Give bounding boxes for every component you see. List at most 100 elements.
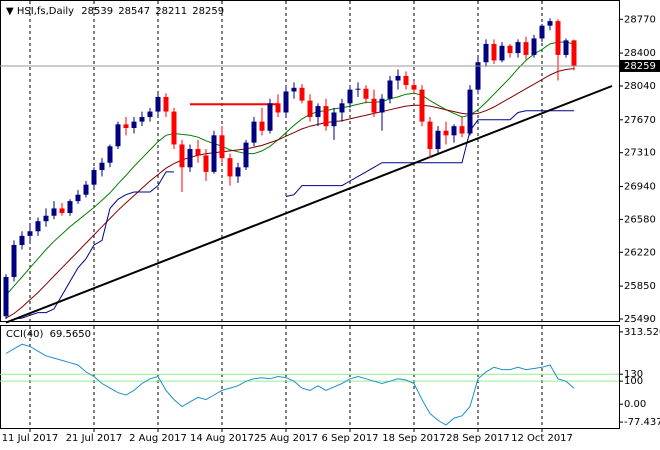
candle-body (243, 142, 249, 168)
price-frame (0, 0, 620, 322)
x-tick-label: 11 Jul 2017 (2, 433, 59, 444)
candle-body (291, 87, 297, 92)
candle-body (91, 170, 97, 185)
candle-body (443, 130, 449, 136)
candle-body (331, 112, 337, 127)
candle-body (459, 126, 465, 134)
cci-header: CCI(40) 69.5650 (6, 329, 91, 340)
y-tick-label: -77.4374 (624, 417, 660, 428)
candle-body (355, 88, 361, 90)
close: 28259 (192, 6, 224, 17)
candle-body (195, 149, 201, 156)
y-tick-label: 28040 (624, 81, 656, 92)
candle-body (507, 45, 513, 54)
y-tick-label: 27310 (624, 148, 656, 159)
candle-body (19, 235, 25, 245)
trend-line (5, 85, 613, 324)
cci-frame (0, 325, 620, 429)
candle-body (179, 144, 185, 168)
candle-body (371, 98, 377, 113)
candle-body (3, 276, 9, 317)
candle-body (395, 75, 401, 81)
candle-body (11, 244, 17, 277)
candle-body (435, 130, 441, 150)
candle-body (227, 158, 233, 177)
candle-body (323, 106, 329, 127)
candle-body (339, 103, 345, 113)
candle-body (315, 106, 321, 118)
candle-body (27, 231, 33, 236)
candle-body (475, 62, 481, 90)
candle-body (43, 215, 49, 222)
header-arrow: ▼ (6, 6, 17, 17)
x-tick-label: 21 Jul 2017 (66, 433, 123, 444)
candle-body (363, 88, 369, 99)
candle-body (427, 121, 433, 150)
cci-last-value: 69.5650 (50, 329, 91, 340)
candle-body (155, 96, 161, 112)
candle-body (483, 43, 489, 63)
candle-body (259, 121, 265, 131)
candle-body (235, 167, 241, 177)
chart-header: ▼ HSI,fs,Daily 28539 28547 28211 28259 (6, 6, 224, 17)
price-label-box (620, 59, 660, 72)
x-tick-label: 12 Oct 2017 (511, 433, 573, 444)
y-tick-label: 28400 (624, 48, 656, 59)
candle-body (539, 25, 545, 39)
candle-body (387, 80, 393, 99)
y-tick-label: 313.5204 (624, 327, 660, 338)
x-tick-label: 18 Sep 2017 (382, 433, 445, 444)
candle-body (35, 221, 41, 232)
open: 28539 (81, 6, 113, 17)
candle-body (403, 75, 409, 86)
candle-body (123, 124, 129, 129)
x-tick-label: 14 Aug 2017 (190, 433, 254, 444)
y-tick-label: 26580 (624, 214, 656, 225)
candle-body (131, 121, 137, 129)
candle-body (467, 89, 473, 134)
low: 28211 (155, 6, 187, 17)
candle-body (523, 42, 529, 55)
candle-body (75, 194, 81, 202)
candle-body (67, 201, 73, 213)
cci-title: CCI(40) (6, 329, 44, 340)
candle-body (275, 103, 281, 113)
moving-line (5, 41, 575, 296)
candle-body (211, 135, 217, 172)
candle-body (51, 208, 57, 216)
candle-body (379, 98, 385, 113)
candle-body (219, 135, 225, 159)
candle-body (347, 89, 353, 104)
candle-body (307, 100, 313, 118)
x-tick-label: 28 Sep 2017 (446, 433, 509, 444)
y-tick-label: 25490 (624, 314, 656, 325)
high: 28547 (118, 6, 150, 17)
candle-body (531, 38, 537, 55)
candle-body (99, 162, 105, 171)
candle-body (187, 149, 193, 168)
y-tick-label: 0.00 (624, 399, 646, 410)
y-tick-label: 25850 (624, 281, 656, 292)
candle-body (299, 87, 305, 101)
candle-body (283, 91, 289, 113)
candle-body (515, 42, 521, 54)
candle-body (171, 111, 177, 145)
y-tick-label: 28770 (624, 14, 656, 25)
candle-body (499, 45, 505, 61)
y-tick-label: 130 (624, 369, 643, 380)
candle-body (491, 43, 497, 61)
y-tick-label: 27670 (624, 115, 656, 126)
x-tick-label: 6 Sep 2017 (321, 433, 378, 444)
candle-body (571, 40, 577, 66)
candle-body (203, 155, 209, 172)
y-tick-label: 26940 (624, 181, 656, 192)
candle-body (83, 184, 89, 195)
candle-body (147, 111, 153, 118)
candle-body (419, 89, 425, 122)
candle-body (267, 103, 273, 131)
y-tick-label: 26220 (624, 247, 656, 258)
x-tick-label: 2 Aug 2017 (129, 433, 187, 444)
chart-title: HSI,fs,Daily (17, 6, 74, 17)
candle-body (411, 85, 417, 90)
